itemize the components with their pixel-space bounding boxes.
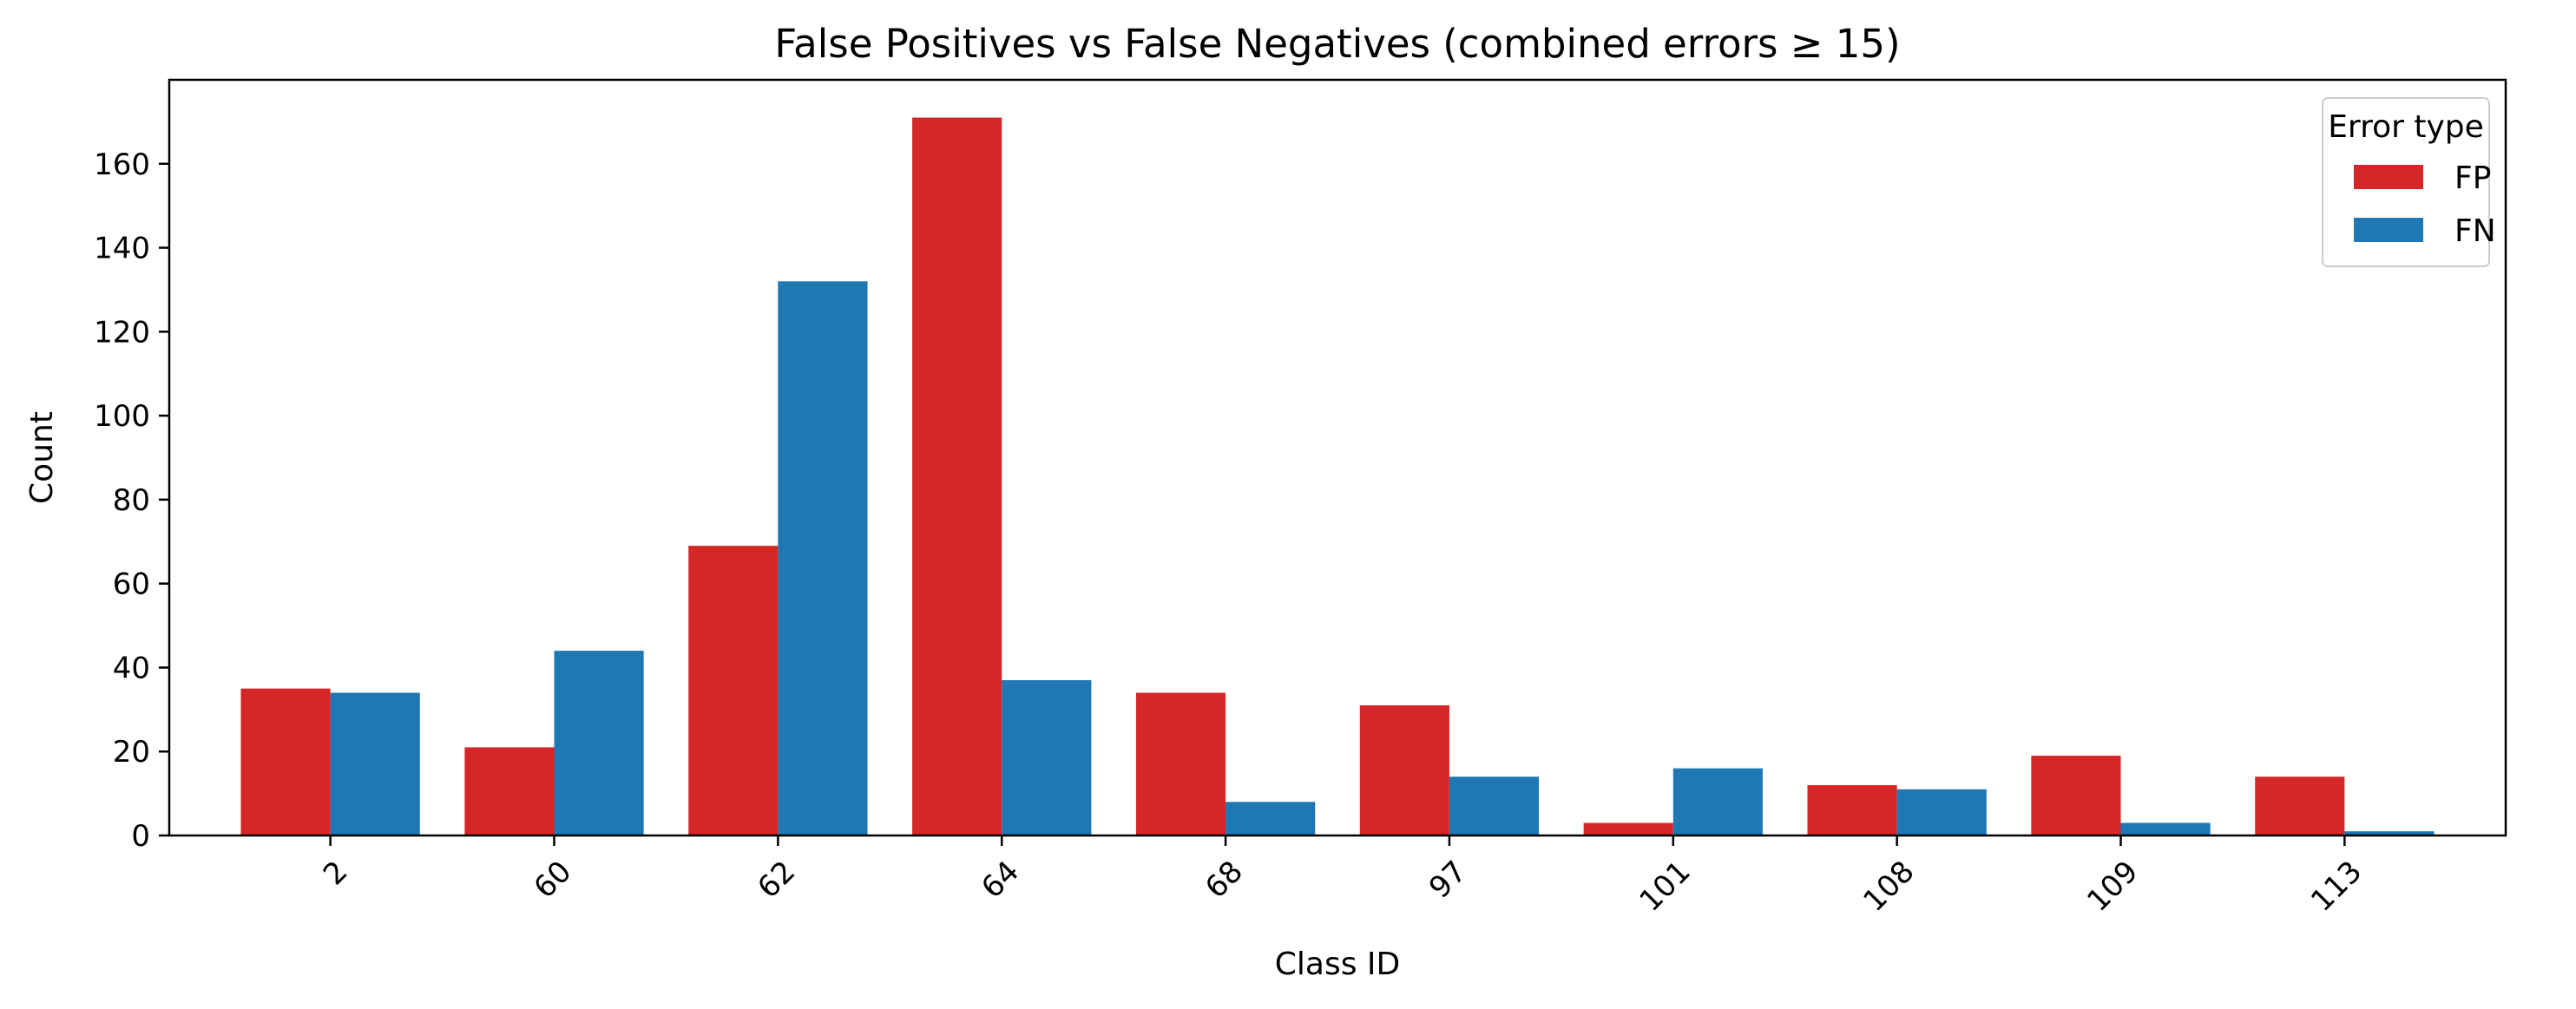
legend-swatch-fp xyxy=(2354,165,2423,189)
bars-layer xyxy=(240,117,2435,836)
bar-fn-108 xyxy=(1896,789,1987,835)
y-axis: 0 20 40 60 80 100 120 140 160 xyxy=(94,147,169,854)
legend-title: Error type xyxy=(2328,109,2484,145)
bar-fp-109 xyxy=(2031,756,2121,835)
bar-fn-2 xyxy=(330,692,420,835)
y-tick-label-120: 120 xyxy=(94,315,150,350)
y-axis-label: Count xyxy=(24,411,60,504)
bar-fn-68 xyxy=(1226,802,1316,835)
bar-fp-62 xyxy=(688,546,779,835)
bar-fn-64 xyxy=(1002,679,1092,835)
y-tick-label-80: 80 xyxy=(113,483,150,518)
x-tick-label-108: 108 xyxy=(1856,855,1921,919)
plot-frame xyxy=(168,78,2507,837)
y-tick-label-40: 40 xyxy=(113,651,150,685)
x-tick-label-97: 97 xyxy=(1423,855,1474,906)
bar-fp-60 xyxy=(464,747,555,835)
x-tick-label-64: 64 xyxy=(975,855,1026,906)
bar-fn-62 xyxy=(778,281,868,835)
x-axis-label: Class ID xyxy=(1275,947,1401,982)
x-tick-label-113: 113 xyxy=(2304,855,2369,919)
bar-fp-108 xyxy=(1807,784,1897,835)
bar-fp-68 xyxy=(1135,692,1226,835)
y-tick-label-140: 140 xyxy=(94,232,150,266)
y-tick-label-100: 100 xyxy=(94,399,150,434)
legend-swatch-fn xyxy=(2354,218,2423,242)
x-tick-label-62: 62 xyxy=(751,855,802,906)
y-tick-label-20: 20 xyxy=(113,735,150,770)
x-tick-label-2: 2 xyxy=(317,855,355,893)
x-tick-label-68: 68 xyxy=(1199,855,1250,906)
y-tick-label-60: 60 xyxy=(113,567,150,602)
bar-fn-101 xyxy=(1672,768,1763,835)
bar-fn-109 xyxy=(2120,822,2211,835)
bar-fp-113 xyxy=(2255,776,2345,835)
bar-fn-97 xyxy=(1449,776,1540,835)
bar-fp-101 xyxy=(1583,822,1673,835)
y-tick-label-0: 0 xyxy=(131,819,150,854)
bar-fp-64 xyxy=(912,117,1002,836)
x-tick-label-109: 109 xyxy=(2080,855,2145,919)
x-tick-label-60: 60 xyxy=(528,855,579,906)
bar-fp-97 xyxy=(1359,704,1449,835)
bar-fn-113 xyxy=(2344,831,2435,835)
legend: Error type FP FN xyxy=(2322,97,2496,267)
x-axis: 2 60 62 64 68 97 101 108 109 113 xyxy=(317,835,2369,919)
chart-title: False Positives vs False Negatives (comb… xyxy=(774,21,1900,67)
x-tick-label-101: 101 xyxy=(1633,855,1697,919)
legend-label-fp: FP xyxy=(2454,161,2491,196)
y-tick-label-160: 160 xyxy=(94,147,150,182)
bar-fp-2 xyxy=(240,688,331,835)
legend-label-fn: FN xyxy=(2454,213,2496,249)
bar-fn-60 xyxy=(554,651,644,835)
